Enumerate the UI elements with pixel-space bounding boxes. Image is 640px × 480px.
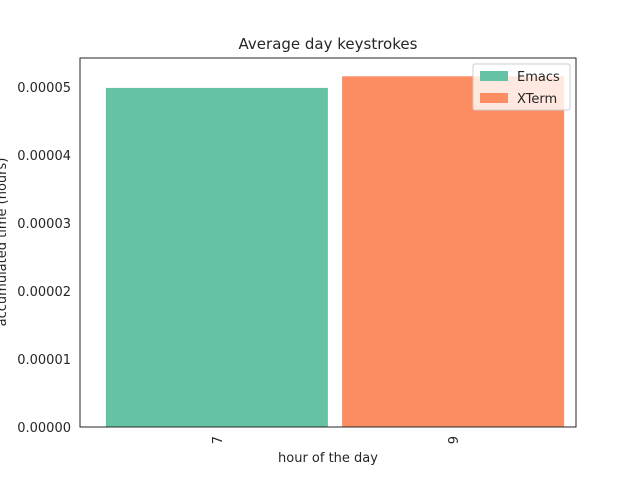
- y-tick-label: 0.00003: [17, 217, 71, 232]
- legend-label-xterm: XTerm: [517, 92, 557, 107]
- chart-title: Average day keystrokes: [239, 35, 418, 53]
- legend: Emacs XTerm: [472, 63, 571, 111]
- y-tick-label: 0.00004: [17, 149, 71, 164]
- plot-frame: [79, 57, 577, 428]
- legend-label-emacs: Emacs: [517, 70, 560, 85]
- bars-layer: [105, 76, 565, 428]
- x-tick-label: 9: [447, 436, 462, 444]
- bar-emacs-7: [105, 87, 328, 428]
- bar-xterm-9: [342, 76, 565, 428]
- x-axis-label: hour of the day: [278, 451, 378, 466]
- y-axis-ticks: 0.00000 0.00001 0.00002 0.00003 0.00004 0.000…: [17, 81, 71, 436]
- y-axis-label: accumulated time (hours): [0, 158, 10, 327]
- legend-swatch-emacs: [480, 71, 508, 81]
- legend-swatch-xterm: [480, 93, 508, 103]
- y-tick-label: 0.00001: [17, 353, 71, 368]
- y-tick-label: 0.00005: [17, 81, 71, 96]
- y-tick-label: 0.00000: [17, 421, 71, 436]
- x-tick-label: 7: [211, 436, 226, 444]
- y-tick-label: 0.00002: [17, 285, 71, 300]
